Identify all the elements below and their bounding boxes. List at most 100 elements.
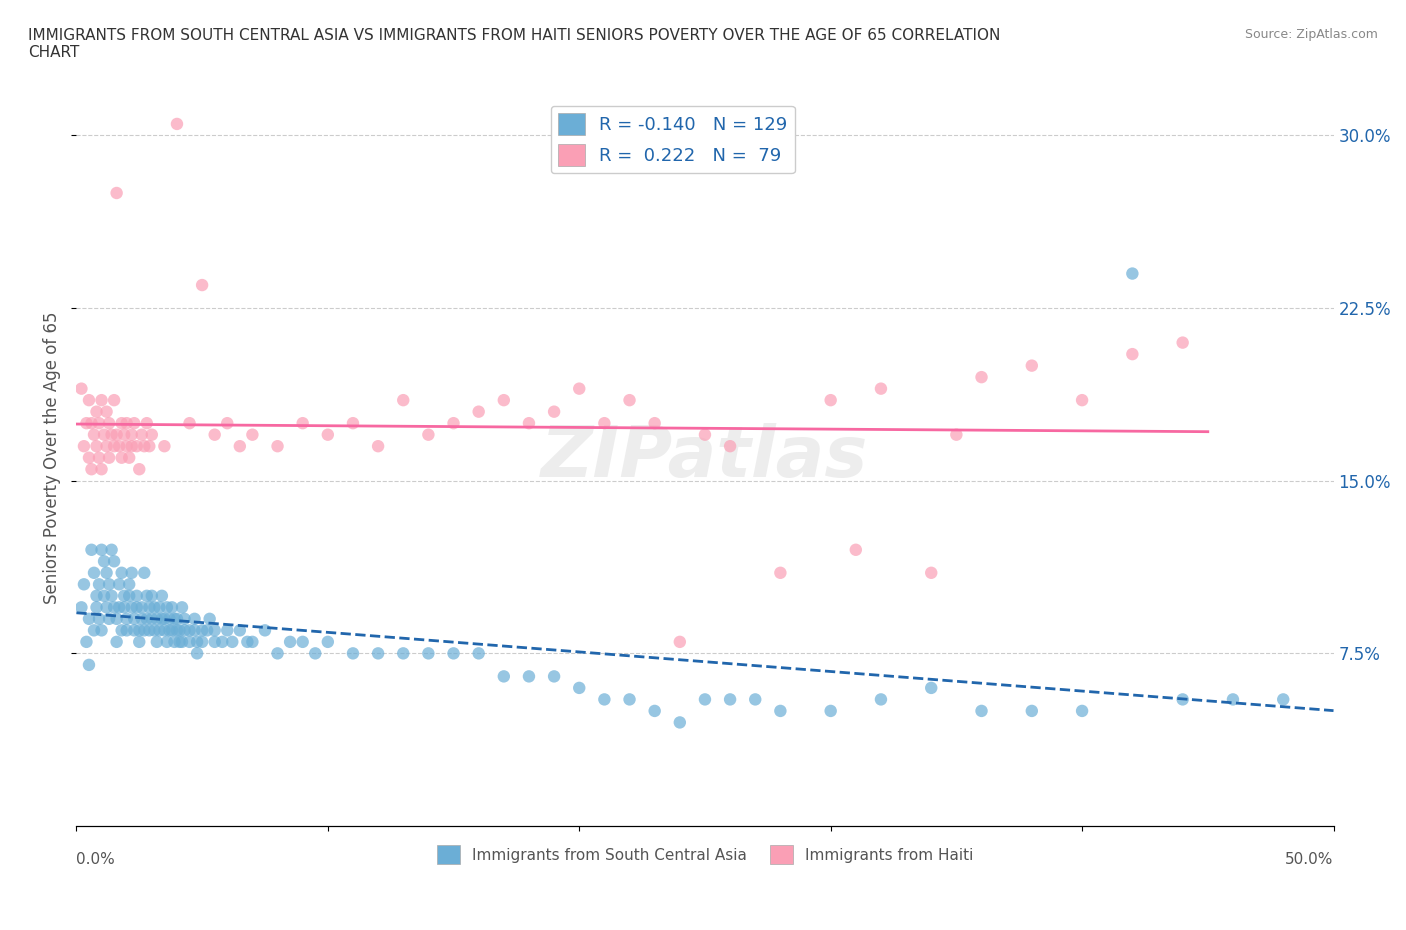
Point — [115, 416, 138, 431]
Point — [134, 439, 156, 454]
Point — [517, 669, 540, 684]
Point — [166, 611, 188, 626]
Point — [98, 416, 121, 431]
Point — [159, 623, 181, 638]
Point — [669, 634, 692, 649]
Y-axis label: Seniors Poverty Over the Age of 65: Seniors Poverty Over the Age of 65 — [44, 312, 60, 604]
Point — [568, 381, 591, 396]
Point — [100, 542, 122, 557]
Point — [90, 542, 112, 557]
Point — [122, 623, 145, 638]
Point — [316, 634, 339, 649]
Point — [73, 577, 96, 591]
Point — [1121, 347, 1143, 362]
Point — [160, 600, 183, 615]
Point — [204, 427, 226, 442]
Point — [80, 462, 103, 477]
Point — [111, 416, 134, 431]
Point — [169, 634, 191, 649]
Point — [198, 611, 221, 626]
Point — [593, 692, 616, 707]
Point — [870, 692, 893, 707]
Point — [1272, 692, 1295, 707]
Point — [1121, 266, 1143, 281]
Point — [291, 416, 314, 431]
Point — [115, 623, 138, 638]
Point — [118, 589, 141, 604]
Point — [98, 450, 121, 465]
Point — [644, 703, 666, 718]
Point — [111, 450, 134, 465]
Point — [103, 600, 125, 615]
Point — [179, 623, 201, 638]
Point — [1071, 703, 1094, 718]
Point — [131, 611, 153, 626]
Point — [115, 611, 138, 626]
Point — [970, 370, 993, 385]
Point — [278, 634, 301, 649]
Point — [128, 623, 150, 638]
Point — [93, 554, 115, 569]
Text: 0.0%: 0.0% — [76, 852, 115, 867]
Point — [1021, 358, 1043, 373]
Point — [392, 646, 415, 661]
Point — [443, 646, 465, 661]
Point — [103, 554, 125, 569]
Point — [90, 623, 112, 638]
Point — [342, 416, 364, 431]
Point — [118, 577, 141, 591]
Point — [418, 646, 440, 661]
Point — [96, 600, 118, 615]
Point — [236, 634, 259, 649]
Point — [121, 565, 143, 580]
Point — [122, 611, 145, 626]
Point — [87, 611, 110, 626]
Text: Source: ZipAtlas.com: Source: ZipAtlas.com — [1244, 28, 1378, 41]
Point — [111, 623, 134, 638]
Point — [87, 450, 110, 465]
Point — [166, 116, 188, 131]
Point — [204, 623, 226, 638]
Point — [77, 450, 100, 465]
Point — [367, 439, 389, 454]
Point — [179, 416, 201, 431]
Point — [221, 634, 243, 649]
Point — [204, 634, 226, 649]
Point — [135, 589, 157, 604]
Text: ZIPatlas: ZIPatlas — [541, 423, 869, 492]
Point — [148, 623, 170, 638]
Point — [98, 577, 121, 591]
Point — [98, 611, 121, 626]
Point — [186, 634, 208, 649]
Point — [131, 427, 153, 442]
Point — [100, 427, 122, 442]
Point — [253, 623, 276, 638]
Point — [111, 565, 134, 580]
Point — [125, 589, 148, 604]
Point — [156, 600, 179, 615]
Point — [945, 427, 967, 442]
Point — [135, 416, 157, 431]
Point — [105, 634, 128, 649]
Point — [141, 589, 163, 604]
Point — [96, 405, 118, 419]
Point — [593, 416, 616, 431]
Point — [291, 634, 314, 649]
Point — [150, 611, 173, 626]
Point — [242, 427, 264, 442]
Point — [845, 542, 868, 557]
Point — [619, 392, 641, 407]
Point — [492, 669, 515, 684]
Point — [229, 439, 252, 454]
Point — [644, 416, 666, 431]
Point — [543, 669, 565, 684]
Point — [163, 634, 186, 649]
Point — [217, 623, 239, 638]
Point — [115, 439, 138, 454]
Point — [93, 589, 115, 604]
Point — [143, 600, 166, 615]
Point — [108, 577, 131, 591]
Point — [122, 416, 145, 431]
Point — [77, 611, 100, 626]
Point — [920, 565, 942, 580]
